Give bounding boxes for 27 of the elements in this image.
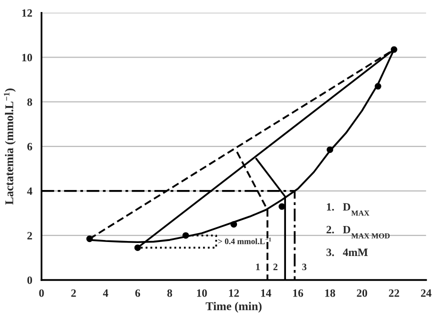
x-tick-label: 2 — [71, 289, 76, 297]
annotation: 3 — [302, 264, 306, 270]
annotation: > 0.4 mmol.L$^{−1}$ — [218, 238, 272, 244]
x-tick-label: 4 — [102, 289, 108, 297]
x-tick-label: 0 — [39, 289, 44, 297]
y-tick-label: 8 — [27, 98, 32, 106]
y-tick-label: 4 — [27, 187, 32, 195]
x-tick-label: 14 — [261, 289, 272, 297]
y-tick-label: 6 — [27, 142, 32, 150]
x-tick-label: 24 — [420, 289, 432, 297]
y-tick-label: 0 — [27, 276, 32, 284]
annotation: 2 — [273, 264, 278, 270]
y-tick-label: 12 — [22, 9, 32, 17]
x-tick-label: 20 — [356, 289, 368, 297]
x-tick-label: 10 — [197, 289, 207, 297]
x-tick-label: 16 — [293, 289, 304, 297]
annotation: 1 — [256, 264, 260, 270]
x-tick-label: 18 — [325, 289, 336, 297]
y-tick-label: 10 — [22, 54, 32, 62]
y-tick-label: 2 — [27, 232, 32, 240]
x-axis-title: Time (min) — [206, 302, 262, 313]
x-tick-label: 12 — [229, 289, 239, 297]
y-axis-title: Lactatemia (mmol.L$^{−1}$) — [4, 88, 16, 205]
x-tick-label: 8 — [167, 289, 172, 297]
annotation: 3. 4mM — [326, 248, 368, 256]
x-tick-label: 6 — [135, 289, 140, 297]
x-tick-label: 22 — [388, 289, 400, 297]
